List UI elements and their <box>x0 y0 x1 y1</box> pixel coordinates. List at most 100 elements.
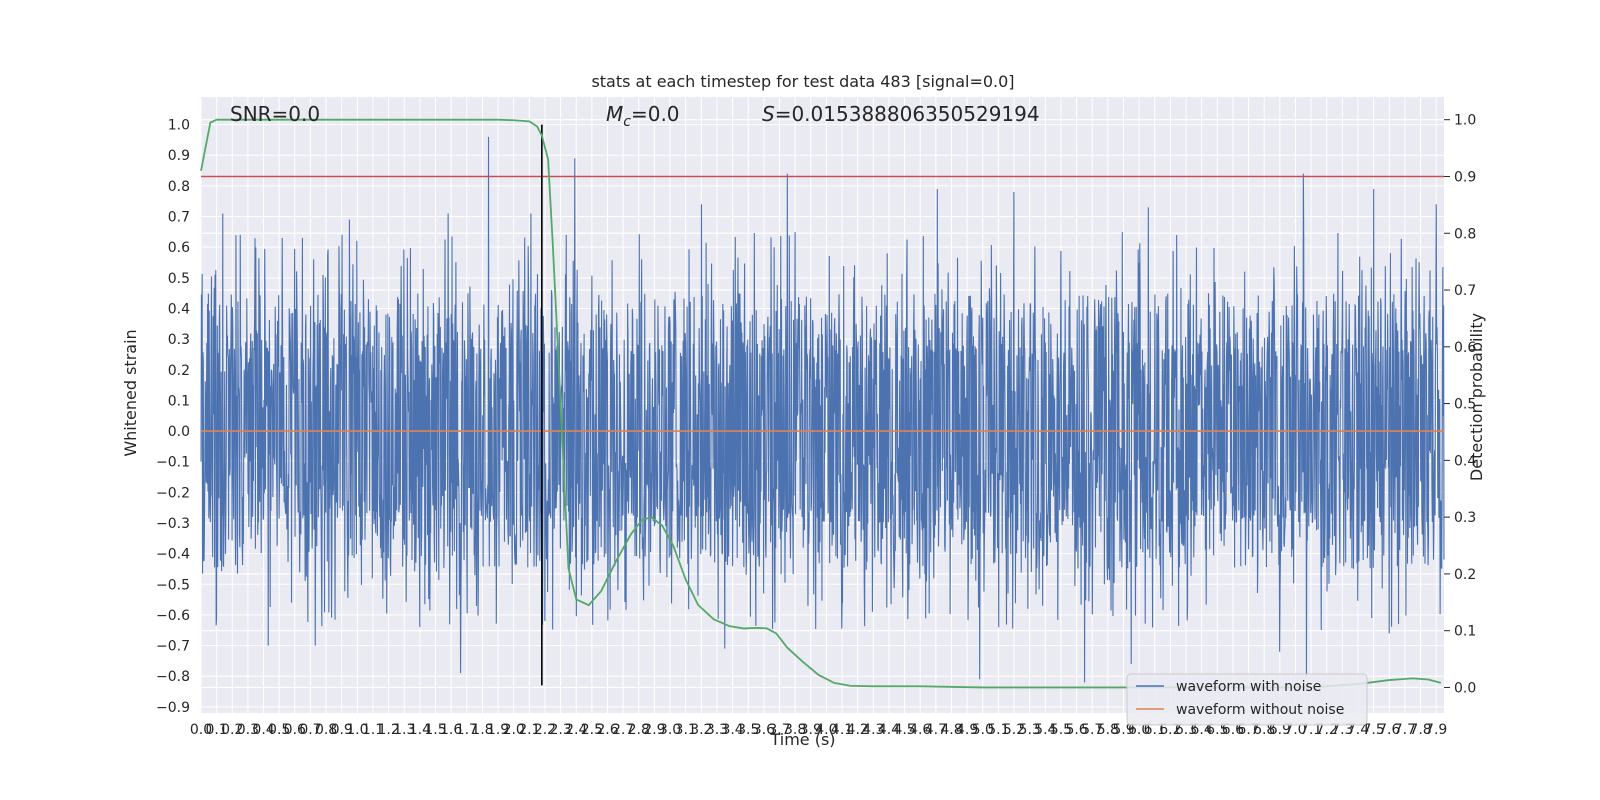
x-tick-label: 5.8 <box>1097 722 1119 738</box>
x-tick-label: 4.8 <box>940 722 962 738</box>
x-tick-label: 5.0 <box>972 722 994 738</box>
x-tick-label: 7.5 <box>1363 722 1385 738</box>
y-tick-label-left: 0.0 <box>168 424 190 440</box>
x-tick-label: 2.2 <box>534 722 556 738</box>
chirp-mass-annotation: Mc=0.0 <box>606 102 680 130</box>
y-tick-label-left: 1.0 <box>168 118 190 134</box>
x-tick-label: 3.9 <box>800 722 822 738</box>
x-tick-label: 3.2 <box>690 722 712 738</box>
x-tick-label: 3.1 <box>675 722 697 738</box>
x-tick-label: 2.1 <box>518 722 540 738</box>
x-tick-label: 5.4 <box>1034 722 1056 738</box>
y-tick-label-left: 0.5 <box>168 271 190 287</box>
y-tick-label-left: −0.1 <box>156 455 190 471</box>
y-tick-label-left: −0.6 <box>156 608 190 624</box>
x-tick-label: 4.0 <box>815 722 837 738</box>
x-tick-label: 7.1 <box>1300 722 1322 738</box>
x-tick-label: 0.2 <box>221 722 243 738</box>
x-tick-label: 3.7 <box>768 722 790 738</box>
x-tick-label: 5.5 <box>1050 722 1072 738</box>
x-tick-label: 3.5 <box>737 722 759 738</box>
x-tick-label: 3.3 <box>706 722 728 738</box>
x-tick-label: 2.9 <box>643 722 665 738</box>
x-tick-label: 1.5 <box>424 722 446 738</box>
x-tick-label: 1.8 <box>471 722 493 738</box>
y-tick-label-left: 0.4 <box>168 301 190 317</box>
x-tick-label: 6.7 <box>1237 722 1259 738</box>
series-waveform-with-noise <box>200 136 1445 683</box>
x-tick-label: 0.3 <box>237 722 259 738</box>
legend-box <box>1126 673 1368 726</box>
chirp-mass-subscript: c <box>623 114 631 130</box>
legend-label-noise: waveform with noise <box>1176 679 1321 695</box>
x-tick-label: 7.0 <box>1284 722 1306 738</box>
x-tick-label: 5.1 <box>987 722 1009 738</box>
x-tick-label: 6.8 <box>1253 722 1275 738</box>
x-tick-label: 6.3 <box>1175 722 1197 738</box>
x-tick-label: 4.3 <box>862 722 884 738</box>
x-tick-label: 2.7 <box>612 722 634 738</box>
y-tick-label-left: −0.8 <box>156 669 190 685</box>
x-tick-label: 7.9 <box>1425 722 1447 738</box>
snr-annotation: SNR=0.0 <box>230 102 320 126</box>
y-tick-label-left: 0.9 <box>168 148 190 164</box>
x-tick-label: 4.1 <box>831 722 853 738</box>
x-tick-label: 2.4 <box>565 722 587 738</box>
y-tick-label-left: −0.3 <box>156 516 190 532</box>
x-tick-label: 0.5 <box>268 722 290 738</box>
x-tick-label: 4.7 <box>925 722 947 738</box>
x-tick-label: 5.6 <box>1065 722 1087 738</box>
x-tick-label: 4.5 <box>893 722 915 738</box>
y-tick-label-left: −0.2 <box>156 485 190 501</box>
x-tick-label: 2.3 <box>549 722 571 738</box>
y-axis-label: Whitened strain <box>121 329 140 456</box>
legend-label-clean: waveform without noise <box>1176 702 1344 718</box>
x-tick-label: 2.6 <box>596 722 618 738</box>
x-tick-label: 1.7 <box>456 722 478 738</box>
s-annotation: S=0.015388806350529194 <box>762 102 1040 126</box>
x-tick-label: 1.9 <box>487 722 509 738</box>
x-tick-label: 6.6 <box>1222 722 1244 738</box>
x-tick-label: 3.6 <box>753 722 775 738</box>
y-tick-label-right: 0.4 <box>1454 453 1476 469</box>
y-tick-label-left: −0.7 <box>156 639 190 655</box>
x-tick-label: 0.7 <box>299 722 321 738</box>
x-tick-label: 2.5 <box>581 722 603 738</box>
s-symbol: S <box>762 102 775 126</box>
waveform-with-noise-line <box>200 136 1445 683</box>
x-tick-label: 4.9 <box>956 722 978 738</box>
x-tick-label: 5.3 <box>1019 722 1041 738</box>
chirp-mass-symbol: M <box>606 102 623 126</box>
y-tick-label-right: 0.8 <box>1454 226 1476 242</box>
x-tick-label: 3.4 <box>721 722 743 738</box>
y-tick-label-right: 0.5 <box>1454 397 1476 413</box>
x-tick-label: 4.6 <box>909 722 931 738</box>
x-tick-label: 7.8 <box>1409 722 1431 738</box>
y-tick-label-right: 0.9 <box>1454 169 1476 185</box>
plot-area <box>200 97 1445 713</box>
x-tick-label: 7.6 <box>1378 722 1400 738</box>
legend: waveform with noise waveform without noi… <box>1126 673 1368 726</box>
x-tick-label: 0.6 <box>284 722 306 738</box>
x-tick-label: 1.6 <box>440 722 462 738</box>
x-tick-label: 4.2 <box>847 722 869 738</box>
x-tick-label: 6.9 <box>1269 722 1291 738</box>
chart-title: stats at each timestep for test data 483… <box>591 72 1014 91</box>
axes: 0.00.10.20.30.40.50.60.70.80.91.01.11.21… <box>156 113 1476 738</box>
x-tick-label: 7.7 <box>1394 722 1416 738</box>
y-tick-label-left: 0.6 <box>168 240 190 256</box>
y-tick-label-left: 0.3 <box>168 332 190 348</box>
x-tick-label: 5.7 <box>1081 722 1103 738</box>
x-tick-label: 0.0 <box>190 722 212 738</box>
x-tick-label: 3.0 <box>659 722 681 738</box>
x-tick-label: 5.9 <box>1112 722 1134 738</box>
y-tick-label-right: 0.7 <box>1454 283 1476 299</box>
chirp-mass-value: =0.0 <box>631 102 680 126</box>
x-tick-label: 6.1 <box>1144 722 1166 738</box>
y-tick-label-left: −0.9 <box>156 700 190 716</box>
x-tick-label: 0.9 <box>331 722 353 738</box>
y-tick-label-left: 0.1 <box>168 393 190 409</box>
y-axis-label-right: Detection probability <box>1467 313 1486 481</box>
x-tick-label: 6.4 <box>1191 722 1213 738</box>
x-tick-label: 1.1 <box>362 722 384 738</box>
